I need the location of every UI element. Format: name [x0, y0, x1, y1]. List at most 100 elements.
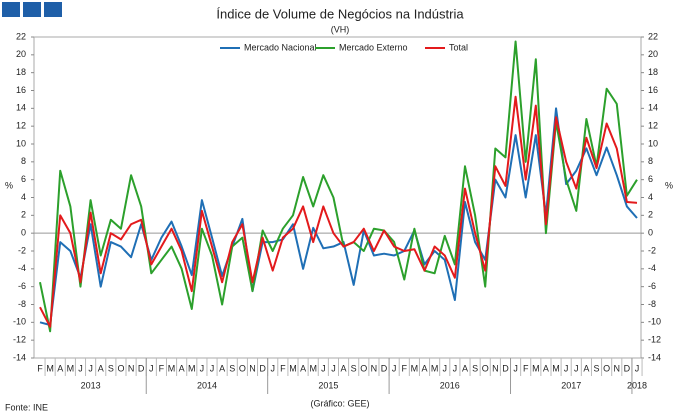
- x-tick-label: A: [341, 363, 347, 373]
- y-tick-label: -4: [18, 263, 26, 273]
- chart-title: Índice de Volume de Negócios na Indústri…: [216, 6, 464, 21]
- x-tick-label: J: [453, 363, 458, 373]
- x-tick-label: S: [594, 363, 600, 373]
- x-tick-label: A: [422, 363, 428, 373]
- y2-tick-label: 8: [648, 156, 653, 166]
- x-tick-label: D: [381, 363, 388, 373]
- x-tick-label: O: [603, 363, 610, 373]
- x-tick-label: A: [219, 363, 225, 373]
- year-label: 2013: [81, 380, 101, 390]
- x-tick-label: O: [482, 363, 489, 373]
- x-tick-label: D: [259, 363, 266, 373]
- source: Fonte: INE: [5, 402, 48, 412]
- x-tick-label: S: [472, 363, 478, 373]
- x-tick-label: O: [239, 363, 246, 373]
- x-tick-label: J: [270, 363, 275, 373]
- logo-block: [23, 2, 41, 17]
- y-tick-label: 18: [16, 67, 26, 77]
- x-tick-label: M: [46, 363, 54, 373]
- x-tick-label: J: [78, 363, 83, 373]
- x-tick-label: D: [502, 363, 509, 373]
- x-tick-label: J: [564, 363, 569, 373]
- series-line: [39, 40, 638, 333]
- x-tick-label: O: [360, 363, 367, 373]
- y-tick-label: 10: [16, 138, 26, 148]
- x-tick-label: N: [249, 363, 256, 373]
- x-tick-label: F: [523, 363, 529, 373]
- y2-tick-label: 14: [648, 103, 658, 113]
- y2-tick-label: -2: [648, 245, 656, 255]
- x-tick-label: J: [149, 363, 154, 373]
- y2-tick-label: 6: [648, 174, 653, 184]
- y2-tick-label: -14: [648, 352, 661, 362]
- x-tick-label: J: [513, 363, 518, 373]
- x-tick-label: M: [168, 363, 176, 373]
- x-tick-label: D: [624, 363, 631, 373]
- year-label: 2015: [318, 380, 338, 390]
- x-tick-label: J: [635, 363, 640, 373]
- year-label: 2014: [197, 380, 217, 390]
- legend-label: Total: [449, 42, 468, 52]
- x-tick-label: A: [462, 363, 468, 373]
- y-tick-label: -14: [13, 352, 26, 362]
- x-tick-label: J: [210, 363, 215, 373]
- y-tick-label: 20: [16, 49, 26, 59]
- series-line: [39, 95, 638, 328]
- y-axis-label: %: [5, 180, 13, 190]
- y-tick-label: 6: [21, 174, 26, 184]
- x-tick-label: M: [552, 363, 560, 373]
- year-label: 2017: [561, 380, 581, 390]
- y2-tick-label: 22: [648, 31, 658, 41]
- y2-tick-label: -4: [648, 263, 656, 273]
- x-tick-label: M: [411, 363, 419, 373]
- logo-block: [44, 2, 62, 17]
- y2-tick-label: 10: [648, 138, 658, 148]
- series-line: [39, 107, 638, 327]
- x-tick-label: F: [159, 363, 165, 373]
- x-tick-label: J: [200, 363, 205, 373]
- y2-tick-label: 2: [648, 210, 653, 220]
- y2-tick-label: -6: [648, 281, 656, 291]
- y-tick-label: 0: [21, 228, 26, 238]
- y-tick-label: -10: [13, 317, 26, 327]
- y-tick-label: 12: [16, 121, 26, 131]
- x-tick-label: F: [280, 363, 286, 373]
- y-tick-label: -2: [18, 245, 26, 255]
- legend-label: Mercado Nacional: [244, 42, 317, 52]
- y2-tick-label: 20: [648, 49, 658, 59]
- x-tick-label: F: [402, 363, 408, 373]
- y-tick-label: 14: [16, 103, 26, 113]
- x-tick-label: S: [351, 363, 357, 373]
- logo-block: [2, 2, 20, 17]
- y-tick-label: 2: [21, 210, 26, 220]
- x-tick-label: A: [179, 363, 185, 373]
- x-tick-label: N: [128, 363, 135, 373]
- x-tick-label: N: [492, 363, 499, 373]
- x-tick-label: D: [138, 363, 145, 373]
- y-tick-label: 22: [16, 31, 26, 41]
- y-tick-label: -12: [13, 335, 26, 345]
- y2-tick-label: 18: [648, 67, 658, 77]
- y2-tick-label: 0: [648, 228, 653, 238]
- x-tick-label: J: [88, 363, 93, 373]
- y2-axis-label: %: [665, 180, 673, 190]
- x-tick-label: S: [229, 363, 235, 373]
- y-tick-label: -6: [18, 281, 26, 291]
- y2-tick-label: -10: [648, 317, 661, 327]
- y-tick-label: 4: [21, 192, 26, 202]
- y-tick-label: 16: [16, 85, 26, 95]
- y2-tick-label: 4: [648, 192, 653, 202]
- credit: (Gráfico: GEE): [310, 398, 369, 408]
- x-tick-label: J: [392, 363, 397, 373]
- x-tick-label: A: [543, 363, 549, 373]
- x-tick-label: N: [614, 363, 621, 373]
- x-tick-label: N: [371, 363, 378, 373]
- x-tick-label: J: [331, 363, 336, 373]
- x-tick-label: J: [574, 363, 579, 373]
- x-tick-label: J: [321, 363, 326, 373]
- x-tick-label: F: [37, 363, 43, 373]
- y2-tick-label: -12: [648, 335, 661, 345]
- y2-tick-label: 16: [648, 85, 658, 95]
- y2-tick-label: -8: [648, 299, 656, 309]
